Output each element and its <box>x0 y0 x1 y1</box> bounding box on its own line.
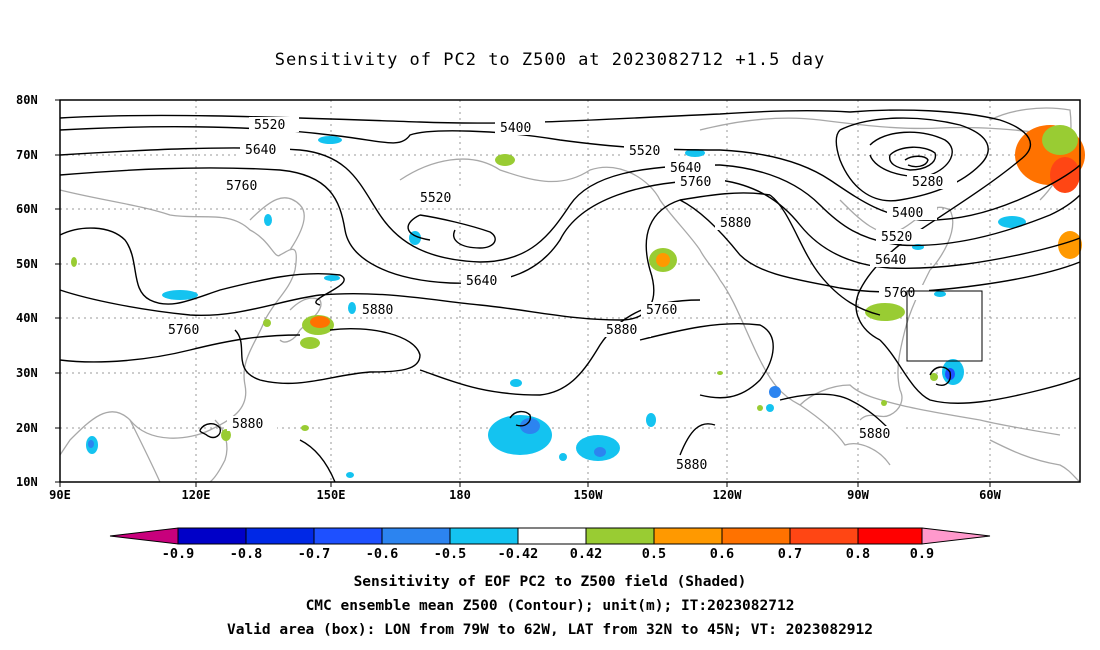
colorbar-tick: -0.9 <box>162 546 195 562</box>
contour-label: 5280 <box>912 175 943 190</box>
lat-label: 20N <box>16 421 38 435</box>
lon-label: 90E <box>49 488 71 502</box>
colorbar-tick-labels: -0.9 -0.8 -0.7 -0.6 -0.5 -0.42 0.42 0.5 … <box>162 546 934 562</box>
coastline-southeast-asia <box>129 419 161 483</box>
shade-patch-central-pacific <box>488 415 552 455</box>
caption-line-2: CMC ensemble mean Z500 (Contour); unit(m… <box>305 598 795 614</box>
colorbar-tick: -0.42 <box>498 546 539 562</box>
lon-label: 120W <box>713 488 743 502</box>
colorbar-segment <box>517 527 587 545</box>
contour-label: 5400 <box>892 206 923 221</box>
colorbar-tick: 0.5 <box>642 546 666 562</box>
contour-label: 5640 <box>466 274 497 289</box>
longitude-labels: 90E 120E 150E 180 150W 120W 90W 60W <box>49 488 1001 502</box>
colorbar-tick: -0.7 <box>298 546 331 562</box>
contour-label: 5880 <box>676 458 707 473</box>
contour-label: 5880 <box>362 303 393 318</box>
colorbar-tick: 0.42 <box>570 546 603 562</box>
lon-label: 120E <box>182 488 211 502</box>
coastline-japan <box>279 297 322 343</box>
contour-label: 5880 <box>232 417 263 432</box>
colorbar-segment <box>245 527 315 545</box>
caption-line-1: Sensitivity of EOF PC2 to Z500 field (Sh… <box>353 574 747 590</box>
latitude-labels: 80N 70N 60N 50N 40N 30N 20N 10N <box>16 93 38 489</box>
colorbar-tick: -0.5 <box>434 546 467 562</box>
colorbar-segment <box>653 527 723 545</box>
colorbar-segment <box>177 527 247 545</box>
contour-label: 5760 <box>226 179 257 194</box>
lat-label: 50N <box>16 257 38 271</box>
lat-label: 40N <box>16 311 38 325</box>
contour-label: 5520 <box>254 118 285 133</box>
map-frame <box>59 99 1081 483</box>
colorbar-tick: -0.8 <box>230 546 263 562</box>
lat-label: 30N <box>16 366 38 380</box>
colorbar-high-triangle <box>921 527 991 545</box>
contour-label: 5640 <box>245 143 276 158</box>
lon-label: 60W <box>979 488 1001 502</box>
lon-label: 150E <box>317 488 346 502</box>
colorbar <box>109 527 991 545</box>
coastline-east-asia <box>59 189 297 456</box>
coastline-arctic <box>699 117 1061 136</box>
lon-label: 180 <box>449 488 471 502</box>
lat-label: 80N <box>16 93 38 107</box>
contour-label: 5640 <box>670 161 701 176</box>
shade-patch-valid-area <box>865 303 905 321</box>
colorbar-segment <box>449 527 519 545</box>
colorbar-segment <box>313 527 383 545</box>
contour-label: 5880 <box>606 323 637 338</box>
colorbar-tick: 0.6 <box>710 546 734 562</box>
colorbar-segment <box>721 527 791 545</box>
contour-label: 5520 <box>629 144 660 159</box>
coastline-alaska <box>399 158 721 281</box>
z500-contours <box>59 109 1081 483</box>
contour-label: 5760 <box>680 175 711 190</box>
lon-label: 90W <box>847 488 869 502</box>
contour-label: 5760 <box>646 303 677 318</box>
colorbar-segment <box>789 527 859 545</box>
coastline-north-america-east <box>859 269 931 421</box>
coastline-north-america-west <box>719 279 891 466</box>
colorbar-tick: 0.7 <box>778 546 802 562</box>
contour-label: 5520 <box>881 230 912 245</box>
coastline-south-america <box>989 439 1081 483</box>
map-title: Sensitivity of PC2 to Z500 at 2023082712… <box>274 50 826 70</box>
contour-label: 5760 <box>168 323 199 338</box>
latitude-axis <box>55 99 60 483</box>
colorbar-tick: 0.9 <box>910 546 934 562</box>
lat-label: 70N <box>16 148 38 162</box>
coastline-kamchatka <box>249 197 305 251</box>
lon-label: 150W <box>574 488 604 502</box>
lat-label: 60N <box>16 202 38 216</box>
valid-area-box <box>906 290 983 362</box>
contour-label: 5760 <box>884 286 915 301</box>
colorbar-tick: 0.8 <box>846 546 870 562</box>
contour-label: 5520 <box>420 191 451 206</box>
colorbar-tick: -0.6 <box>366 546 399 562</box>
contour-label: 5640 <box>875 253 906 268</box>
caption-line-3: Valid area (box): LON from 79W to 62W, L… <box>226 622 873 638</box>
contour-label: 5880 <box>720 216 751 231</box>
colorbar-segment <box>857 527 923 545</box>
lat-label: 10N <box>16 475 38 489</box>
sensitivity-shading <box>71 125 1085 478</box>
colorbar-segment <box>585 527 655 545</box>
contour-label: 5400 <box>500 121 531 136</box>
colorbar-segment <box>381 527 451 545</box>
longitude-axis <box>59 482 991 487</box>
colorbar-low-triangle <box>109 527 179 545</box>
contour-labels: 5520 5400 5640 5520 5640 5760 5760 5520 … <box>163 117 957 473</box>
contour-label: 5880 <box>859 427 890 442</box>
coastline-philippines <box>209 419 228 483</box>
coastline-gulf-caribbean <box>799 384 1061 436</box>
